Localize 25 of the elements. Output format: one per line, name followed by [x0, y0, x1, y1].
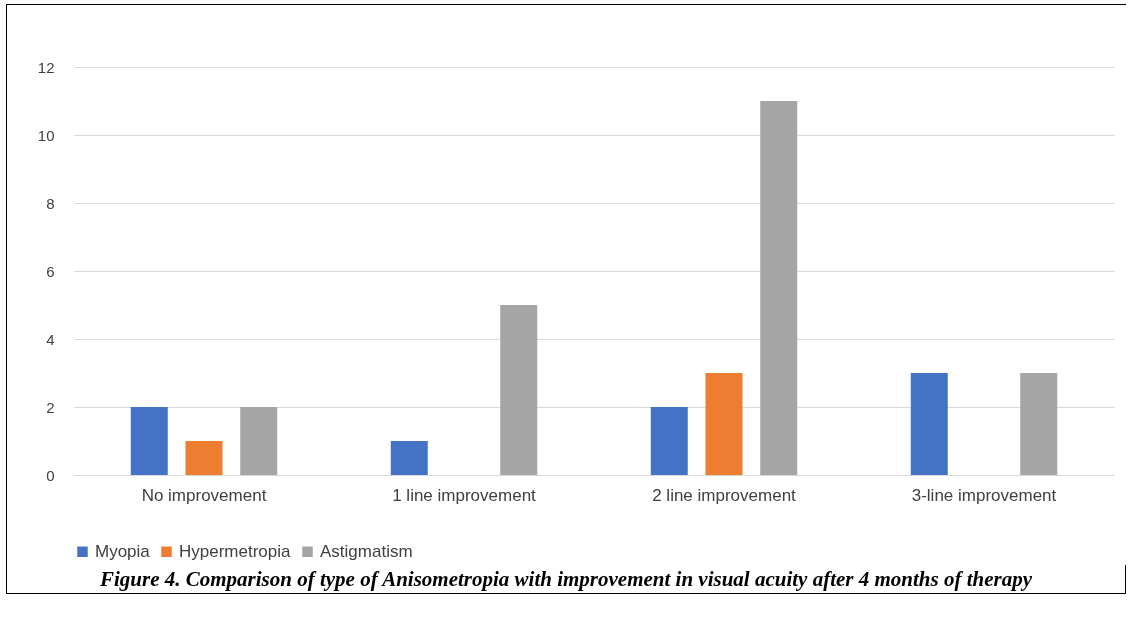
- y-tick-label: 10: [37, 126, 55, 144]
- bar: [185, 441, 223, 475]
- x-tick-label: 3-line improvement: [911, 485, 1057, 505]
- x-tick-label: 1 line improvement: [392, 485, 537, 505]
- y-tick-label: 4: [46, 330, 55, 348]
- x-tick-label: 2 line improvement: [652, 485, 797, 505]
- y-tick-label: 2: [46, 398, 55, 416]
- bar: [650, 407, 688, 475]
- y-tick-label: 0: [46, 466, 55, 484]
- legend-label: Hypermetropia: [179, 541, 292, 561]
- y-tick-label: 12: [37, 58, 55, 76]
- bar: [705, 373, 743, 475]
- bar: [910, 373, 948, 475]
- y-tick-label: 8: [46, 194, 55, 212]
- x-tick-label: No improvement: [141, 485, 267, 505]
- y-tick-label: 6: [46, 262, 55, 280]
- bar: [760, 101, 798, 475]
- caption: Figure 4. Comparison of type of Anisometropia with improvement in visual acuity after 4 months of therapy: [99, 566, 1033, 593]
- legend-label: Astigmatism: [320, 541, 413, 561]
- bar: [240, 407, 278, 475]
- bar: [1020, 373, 1058, 475]
- bar: [390, 441, 428, 475]
- legend-label: Myopia: [95, 541, 151, 561]
- bar: [500, 305, 538, 475]
- bar: [130, 407, 168, 475]
